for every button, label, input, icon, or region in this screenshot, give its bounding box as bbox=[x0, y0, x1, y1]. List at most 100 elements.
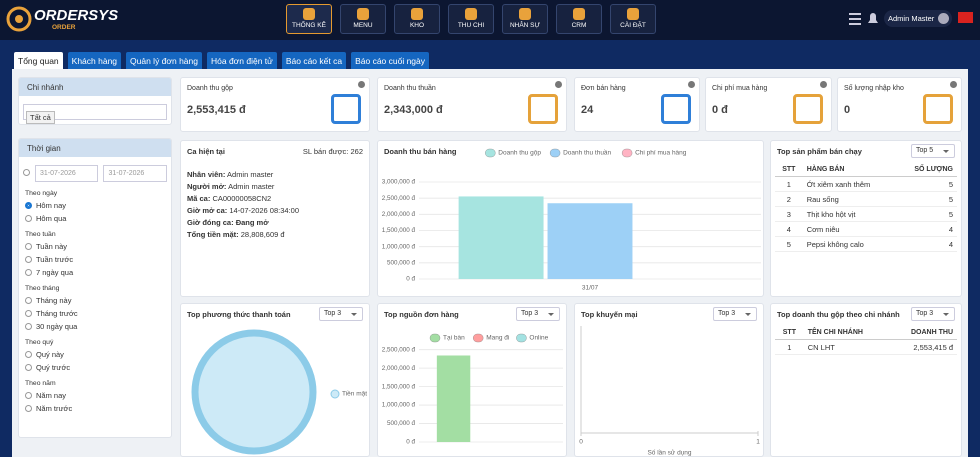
axis-title: Số lần sử dụng bbox=[647, 448, 691, 457]
legend-label: Doanh thu thuần bbox=[563, 148, 611, 157]
logo-text: ORDERSYS bbox=[34, 7, 119, 24]
filter-header: Thời gian bbox=[19, 139, 171, 157]
bar bbox=[436, 355, 471, 442]
info-icon bbox=[688, 81, 695, 88]
tab[interactable]: Báo cáo cuối ngày bbox=[351, 52, 430, 69]
radio-option[interactable]: Quý trước bbox=[25, 362, 171, 372]
select[interactable]: Top 5 bbox=[911, 144, 955, 158]
top-bar: ORDERSYS ORDER THỐNG KÊ MENU KHO THU CHI NHÂ… bbox=[0, 0, 980, 40]
flag[interactable] bbox=[958, 12, 973, 23]
group-title: Theo tuần bbox=[25, 231, 56, 238]
radio-option[interactable]: Năm trước bbox=[25, 403, 171, 413]
x-tick-label: 0 bbox=[579, 439, 583, 446]
radio bbox=[25, 350, 32, 358]
card-title: Top phương thức thanh toán bbox=[187, 310, 291, 319]
column-header: TÊN CHI NHÁNH bbox=[803, 326, 890, 340]
y-tick-label: 500,000 đ bbox=[387, 260, 416, 267]
y-tick-label: 500,000 đ bbox=[387, 420, 416, 427]
kpi-label: Doanh thu gộp bbox=[187, 85, 233, 92]
legend-swatch bbox=[330, 389, 340, 399]
nav-icon bbox=[303, 8, 315, 20]
kpi-label: Doanh thu thuần bbox=[384, 85, 436, 92]
date-range: 31-07-2026 31-07-2026 bbox=[23, 165, 167, 182]
select[interactable]: Top 3 bbox=[319, 307, 363, 321]
table-cell: 1 bbox=[775, 176, 803, 192]
nav-button[interactable]: KHO bbox=[394, 4, 440, 34]
table-cell: 2 bbox=[775, 191, 803, 207]
date-input[interactable]: 31-07-2026 bbox=[34, 165, 99, 182]
column-header: DOANH THU bbox=[889, 326, 957, 340]
radio-option[interactable]: Hôm nay bbox=[25, 200, 171, 210]
user-menu[interactable]: Admin Master bbox=[884, 10, 952, 27]
nav-label: CÀI ĐẶT bbox=[620, 22, 646, 29]
shift-label: Người mở: bbox=[187, 182, 227, 191]
info-icon bbox=[950, 81, 957, 88]
legend-label: Doanh thu gộp bbox=[498, 150, 541, 157]
tab[interactable]: Quản lý đơn hàng bbox=[126, 52, 202, 69]
nav-button[interactable]: THỐNG KÊ bbox=[286, 4, 332, 34]
table-row: 5 Pepsi không calo 4 bbox=[775, 236, 957, 252]
kpi-card: Doanh thu gộp 2,553,415 đ bbox=[180, 77, 370, 132]
legend-swatch bbox=[549, 148, 561, 158]
table-row: 2 Rau sống 5 bbox=[775, 191, 957, 207]
date-input[interactable]: 31-07-2026 bbox=[103, 165, 167, 182]
radio-option[interactable]: 30 ngày qua bbox=[25, 321, 171, 331]
radio bbox=[23, 169, 30, 176]
shift-row: Giờ mở ca: 14-07-2026 08:34:00 bbox=[187, 206, 299, 215]
tab[interactable]: Khách hàng bbox=[67, 52, 122, 69]
radio-option[interactable]: Tháng trước bbox=[25, 308, 171, 318]
select[interactable]: Top 3 bbox=[713, 307, 757, 321]
kpi-label: Đơn bán hàng bbox=[581, 85, 626, 92]
y-tick-label: 0 đ bbox=[406, 276, 415, 283]
select[interactable]: Top 3 bbox=[516, 307, 560, 321]
nav-button[interactable]: THU CHI bbox=[448, 4, 494, 34]
shift-label: Giờ mở ca: bbox=[187, 206, 228, 215]
radio-option[interactable]: Tháng này bbox=[25, 295, 171, 305]
radio-option[interactable]: Tuần này bbox=[25, 241, 171, 251]
card-title: Top khuyến mại bbox=[581, 310, 638, 319]
branch-select[interactable]: Tất cả bbox=[23, 104, 167, 124]
y-tick-label: 0 đ bbox=[406, 439, 415, 446]
nav-button[interactable]: MENU bbox=[340, 4, 386, 34]
nav-button[interactable]: CRM bbox=[556, 4, 602, 34]
select[interactable]: Top 3 bbox=[911, 307, 955, 321]
logo-icon bbox=[6, 6, 32, 32]
radio-option[interactable]: Tuần trước bbox=[25, 254, 171, 264]
nav-button[interactable]: NHÂN SỰ bbox=[502, 4, 548, 34]
table-cell: 4 bbox=[896, 221, 957, 237]
radio bbox=[25, 404, 32, 412]
nav-button[interactable]: CÀI ĐẶT bbox=[610, 4, 656, 34]
radio-option[interactable]: 7 ngày qua bbox=[25, 267, 171, 277]
tab[interactable]: Tổng quan bbox=[14, 52, 63, 69]
radio-option[interactable]: Quý này bbox=[25, 349, 171, 359]
header-icons bbox=[849, 13, 878, 25]
tab[interactable]: Báo cáo kết ca bbox=[281, 52, 347, 69]
legend-label: Tại bàn bbox=[443, 335, 465, 342]
chart: 0 1 Số lần sử dụng bbox=[579, 326, 760, 457]
column-header: HÀNG BÁN bbox=[802, 163, 897, 177]
x-tick-label: 1 bbox=[756, 439, 760, 446]
option-label: Quý trước bbox=[36, 362, 71, 372]
table-cell: 5 bbox=[775, 236, 803, 252]
option-label: Năm nay bbox=[36, 390, 67, 400]
legend-swatch bbox=[429, 333, 441, 343]
tab[interactable]: Hóa đơn điện tử bbox=[207, 52, 277, 69]
table-cell: CN LHT bbox=[803, 339, 890, 355]
kpi-label: Số lượng nhập kho bbox=[844, 85, 904, 92]
radio bbox=[25, 322, 32, 330]
user-name: Admin Master bbox=[888, 14, 935, 23]
radio-option[interactable]: Hôm qua bbox=[25, 213, 171, 223]
table-card: Top sản phẩm bán chạy Top 5 STT HÀNG BÁN SỐ … bbox=[770, 140, 962, 297]
card-title: Ca hiện tại bbox=[187, 147, 225, 156]
radio bbox=[25, 363, 32, 371]
y-tick-label: 2,000,000 đ bbox=[382, 211, 416, 218]
card-title: Top doanh thu gộp theo chi nhánh bbox=[777, 310, 900, 319]
table-row: 1 Ớt xiêm xanh thêm 5 bbox=[775, 176, 957, 192]
radio-option[interactable]: Năm nay bbox=[25, 390, 171, 400]
nav-label: THU CHI bbox=[457, 22, 485, 29]
shift-value: CA00000058CN2 bbox=[212, 194, 272, 203]
shift-value: Đang mở bbox=[235, 218, 269, 227]
table-cell: 5 bbox=[896, 206, 957, 222]
table-cell: 3 bbox=[775, 206, 803, 222]
option-label: 7 ngày qua bbox=[36, 267, 74, 277]
